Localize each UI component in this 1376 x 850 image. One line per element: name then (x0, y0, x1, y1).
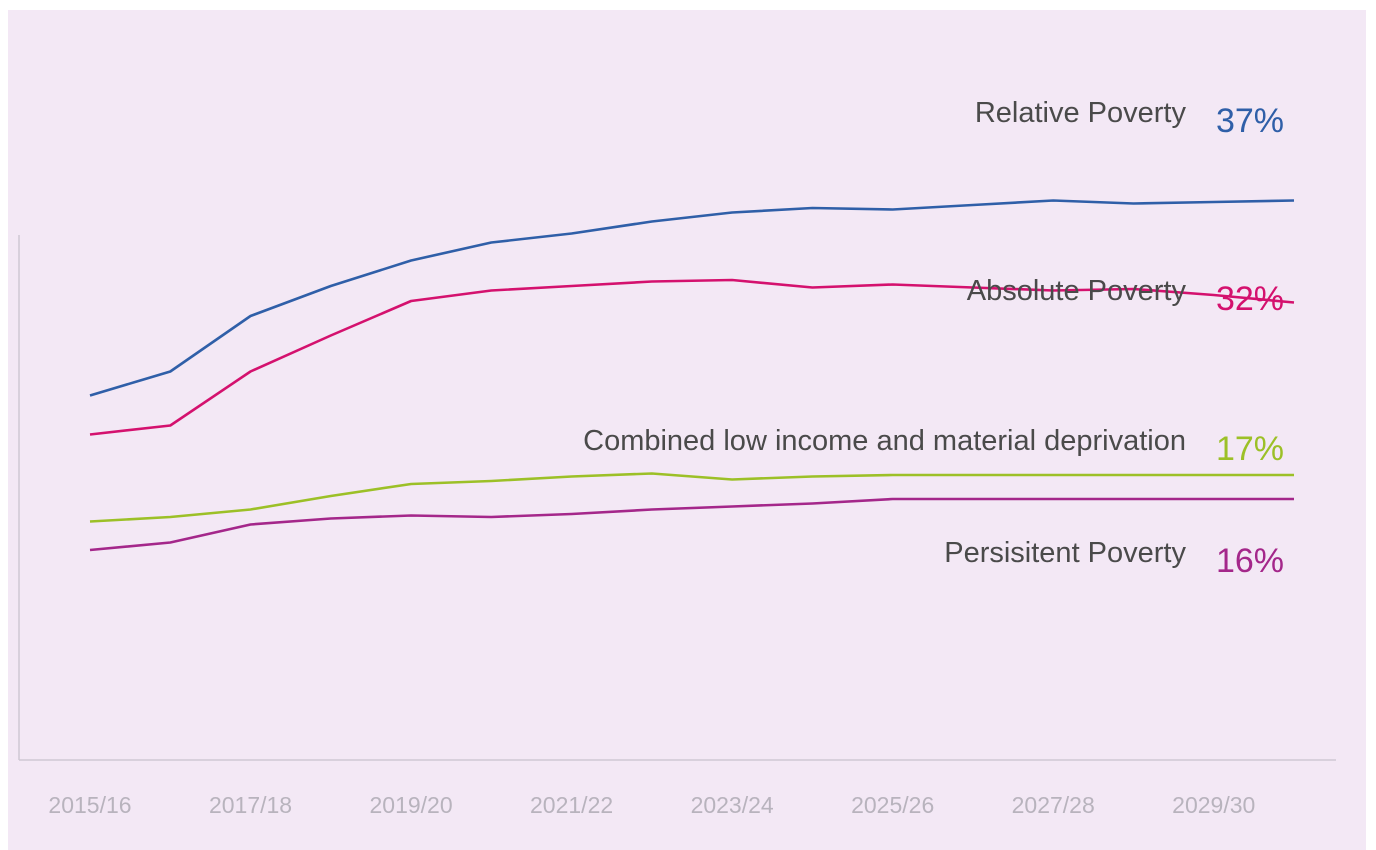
chart-panel: Relative Poverty 37% Absolute Poverty 32% Co… (8, 10, 1366, 850)
series-labels: Relative Poverty 37% Absolute Poverty 32% Co… (583, 97, 1284, 580)
series-value-combined-low-income-and-material-deprivation: 17% (1216, 430, 1284, 468)
series-line-relative-poverty (89, 199, 1295, 397)
series-label-persisitent-poverty: Persisitent Poverty (944, 537, 1186, 569)
x-tick-label: 2017/18 (209, 792, 292, 818)
series-line-absolute-poverty (89, 278, 1295, 436)
x-tick-label: 2029/30 (1172, 792, 1255, 818)
x-tick-label: 2021/22 (530, 792, 613, 818)
x-tick-labels: 2015/16 2017/18 2019/20 2021/22 2023/24 2025/… (48, 792, 1255, 818)
series-value-absolute-poverty: 32% (1216, 280, 1284, 318)
x-tick-label: 2015/16 (48, 792, 131, 818)
series-value-persisitent-poverty: 16% (1216, 542, 1284, 580)
series-value-relative-poverty: 37% (1216, 102, 1284, 140)
series-label-relative-poverty: Relative Poverty (975, 97, 1187, 129)
x-tick-label: 2019/20 (369, 792, 452, 818)
line-chart: Relative Poverty 37% Absolute Poverty 32% Co… (18, 97, 1336, 818)
series-line-combined-low-income-and-material-deprivation (89, 472, 1294, 523)
x-tick-label: 2027/28 (1012, 792, 1095, 818)
series-line-persisitent-poverty (89, 497, 1294, 552)
x-tick-label: 2023/24 (691, 792, 774, 818)
series-label-absolute-poverty: Absolute Poverty (967, 275, 1187, 307)
x-tick-label: 2025/26 (851, 792, 934, 818)
series-label-combined-low-income-and-material-deprivation: Combined low income and material depriva… (583, 425, 1186, 457)
series-lines (89, 199, 1295, 552)
